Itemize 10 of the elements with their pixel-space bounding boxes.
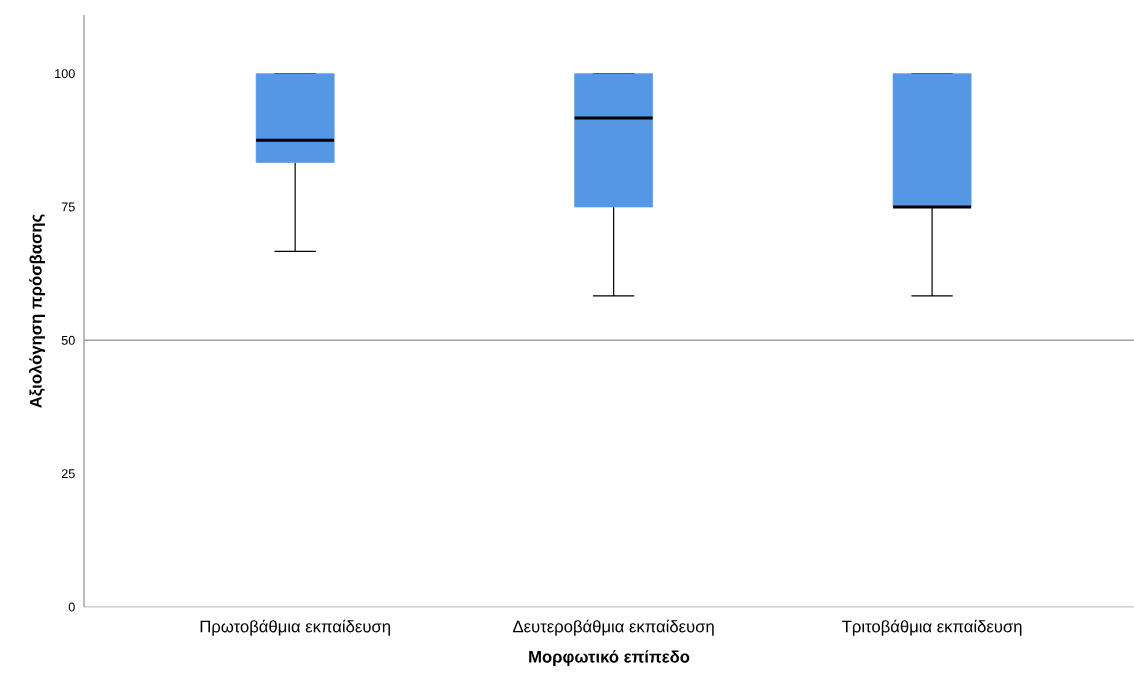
x-tick-label: Δευτεροβάθμια εκπαίδευση [513,619,714,636]
y-tick-label: 75 [61,202,75,212]
y-tick-label: 100 [55,69,75,79]
x-axis-title: Μορφωτικό επίπεδο [529,650,690,666]
y-tick-label: 25 [61,469,75,479]
x-tick-label: Τριτοβάθμια εκπαίδευση [842,619,1022,636]
y-tick-label: 50 [61,335,75,345]
y-axis-title: Αξιολόγηση πρόσβασης [29,214,45,408]
y-tick-label: 0 [68,602,75,612]
x-tick-label: Πρωτοβάθμια εκπαίδευση [200,619,390,636]
